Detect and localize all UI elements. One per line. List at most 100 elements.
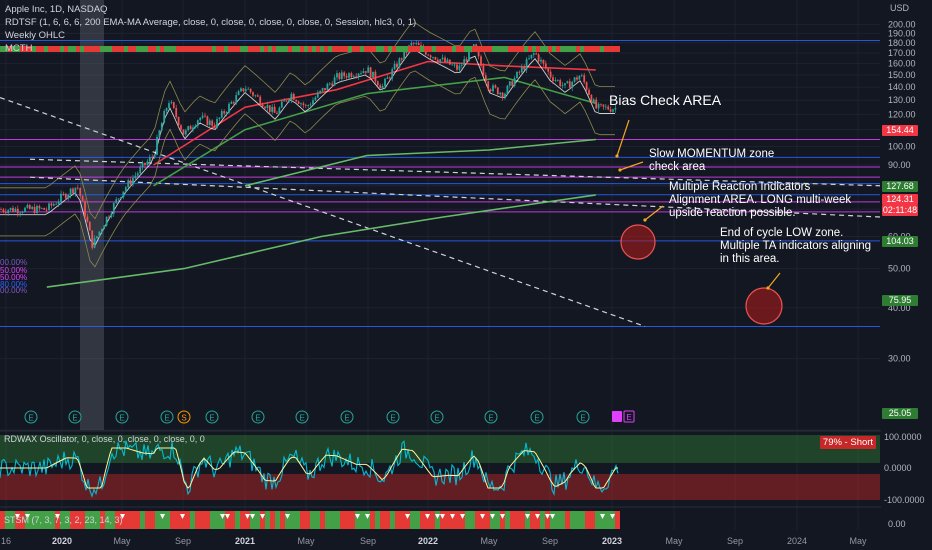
candle-body [216,118,218,128]
split-event-marker [612,411,622,422]
stsm-cell [270,511,275,529]
candle-body [151,157,154,158]
cycle-low-circle [745,287,783,325]
candle-body [175,107,178,117]
signal-cell [516,46,520,52]
signal-cell [228,46,232,52]
signal-cell [576,46,580,52]
candle-body [386,77,389,79]
candle-body [355,76,358,78]
candle-body [247,88,250,90]
earnings-upcoming [623,410,635,423]
signal-cell [548,46,552,52]
candle-body [348,73,350,78]
stsm-cell [180,511,185,529]
signal-cell [120,46,124,52]
candle-body [588,89,590,95]
stsm-cell [355,511,360,529]
x-tick-label: Sep [175,536,191,546]
candle-body [40,207,43,209]
stsm-cell [135,511,140,529]
candle-body [465,59,468,62]
stsm-cell [260,511,265,529]
candle-body [261,104,264,107]
stsm-cell [490,511,495,529]
signal-cell [572,46,576,52]
price-label-75: 75.95 [882,295,918,306]
candle-body [314,97,317,101]
signal-cell [224,46,228,52]
candle-body [146,161,149,166]
stsm-cell [245,511,250,529]
signal-cell [604,46,608,52]
fib-label: 00.00% [0,258,27,267]
signal-cell [580,46,584,52]
candle-body [568,81,571,88]
x-tick-label: Sep [360,536,376,546]
candle-body [206,116,209,126]
candle-body [600,103,602,105]
signal-cell [396,46,400,52]
y-tick-label: 40.00 [888,303,911,313]
indicator-weekly-ohlc[interactable]: Weekly OHLC [5,30,66,41]
event-label: E [72,414,77,423]
candle-body [597,103,600,109]
x-tick-label: May [480,536,498,546]
event-label: E [255,414,260,423]
stsm-cell [350,511,355,529]
candle-body [218,117,221,119]
candle-body [141,162,144,168]
candle-body [460,65,463,67]
signal-cell [508,46,512,52]
candle-body [595,99,598,109]
stsm-cell [165,511,170,529]
stsm-cell [545,511,550,529]
stsm-cell [375,511,380,529]
stsm-cell [110,511,115,529]
stsm-cell [120,511,125,529]
stsm-cell [435,511,440,529]
stsm-triangle [15,514,20,519]
candle-body [276,112,278,114]
indicator-rdtsf[interactable]: RDTSF (1, 6, 6, 6, 200 EMA-MA Average, c… [5,17,417,28]
candle-body [271,106,274,112]
bottom-tick-label: 0.00 [888,519,906,529]
signal-cell [116,46,120,52]
candle-body [513,78,516,86]
candle-body [244,89,247,92]
stsm-cell [615,511,620,529]
signal-cell [496,46,500,52]
candle-body [585,82,588,90]
signal-cell [248,46,252,52]
signal-cell [28,46,32,52]
candle-body [64,193,67,199]
candle-body [100,229,103,232]
y-tick-label: 160.00 [888,59,916,69]
candle-body [506,85,509,94]
candle-body [79,187,82,197]
stsm-cell [190,511,195,529]
signal-cell [188,46,192,52]
candle-body [122,191,125,198]
stsm-cell [140,511,145,529]
candle-body [72,188,74,194]
candle-body [249,88,252,93]
candle-body [163,110,166,124]
x-tick-label: 2021 [235,536,255,546]
candle-body [50,203,53,206]
signal-cell [208,46,212,52]
signal-cell [12,46,16,52]
event-label: E [434,414,439,423]
event-label: E [28,414,33,423]
candle-body [180,125,182,130]
x-tick-label: 2023 [602,536,622,546]
stsm-triangle [450,514,455,519]
event-marker [160,410,174,424]
candle-body [127,180,130,188]
stsm-cell [475,511,480,529]
signal-cell [316,46,320,52]
candle-body [105,216,108,226]
indicator-mcth[interactable]: MCTH [5,43,33,54]
signal-cell [204,46,208,52]
